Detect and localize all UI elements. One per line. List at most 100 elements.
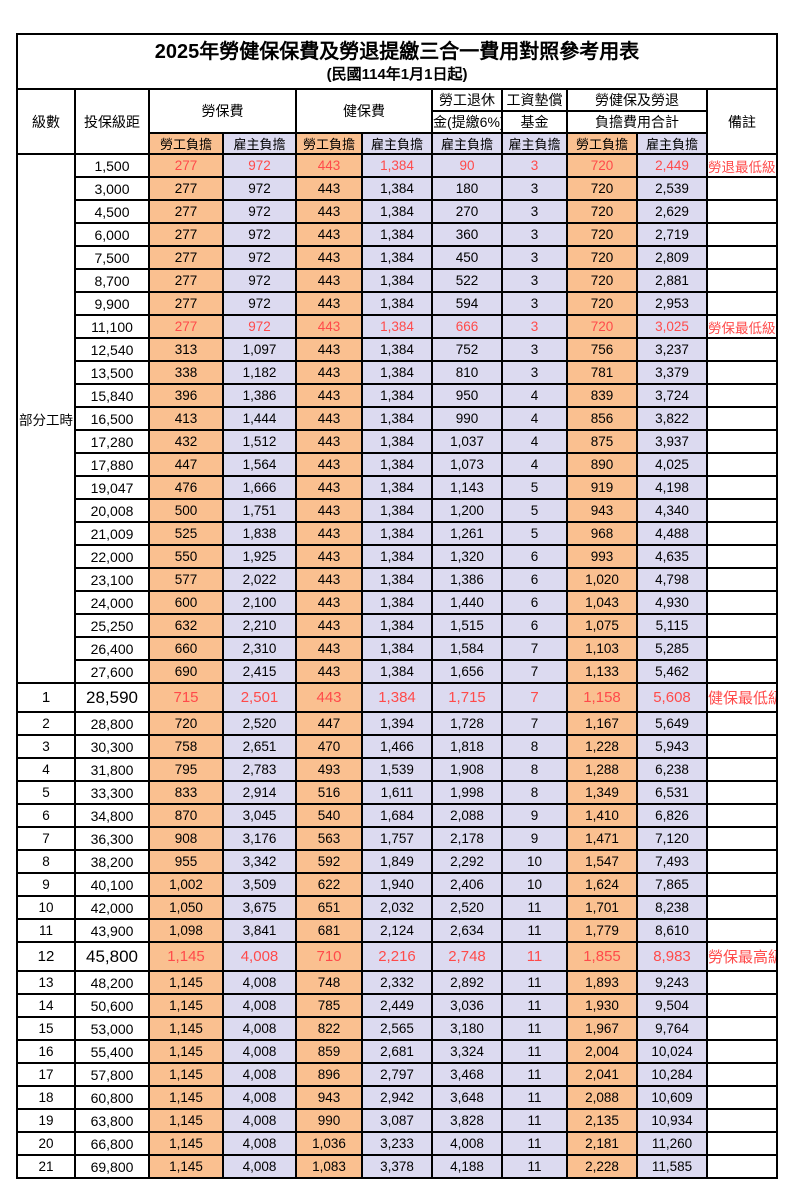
health-ins-employer-cell: 1,849 [361, 849, 433, 874]
table-row: 15,840 396 1,386 443 1,384 950 4 839 3,724 [17, 383, 779, 408]
bracket-cell: 7,500 [74, 245, 150, 270]
labor-ins-employer-cell: 4,008 [222, 1085, 297, 1110]
labor-ins-employee-cell: 277 [148, 268, 224, 293]
health-ins-employer-cell: 2,124 [361, 918, 433, 943]
remark-cell [705, 176, 779, 201]
health-ins-employee-cell: 990 [295, 1108, 363, 1133]
wage-fund-employer-cell: 3 [501, 153, 568, 178]
health-ins-employer-cell: 1,466 [361, 734, 433, 759]
header-wage-fund-line2: 基金 [501, 110, 568, 134]
labor-ins-employer-cell: 972 [222, 268, 297, 293]
table-row: 20,008 500 1,751 443 1,384 1,200 5 943 4,340 [17, 498, 779, 523]
level-cell: 14 [16, 993, 76, 1018]
bracket-cell: 43,900 [74, 918, 150, 943]
labor-ins-employee-cell: 277 [148, 176, 224, 201]
wage-fund-employer-cell: 3 [501, 291, 568, 316]
table-row: 19,047 476 1,666 443 1,384 1,143 5 919 4,198 [17, 475, 779, 500]
table-row: 21,009 525 1,838 443 1,384 1,261 5 968 4,488 [17, 521, 779, 546]
total-employee-cell: 1,930 [566, 993, 638, 1018]
table-row: 15 53,000 1,145 4,008 822 2,565 3,180 11 1,967 9,… [16, 1016, 779, 1041]
total-employee-cell: 720 [566, 314, 638, 339]
total-employer-cell: 10,024 [636, 1039, 708, 1064]
total-employer-cell: 8,610 [636, 918, 708, 943]
bracket-cell: 16,500 [74, 406, 150, 431]
pension-employer-cell: 2,088 [431, 803, 503, 828]
bracket-cell: 63,800 [74, 1108, 150, 1133]
premium-table: 2025年勞健保保費及勞退提繳三合一費用對照參考用表 (民國114年1月1日起)… [15, 33, 779, 1179]
labor-ins-employee-cell: 476 [148, 475, 224, 500]
labor-ins-employer-cell: 972 [222, 291, 297, 316]
wage-fund-employer-cell: 9 [501, 826, 568, 851]
remark-cell [705, 849, 779, 874]
remark-cell [705, 360, 779, 385]
total-employer-cell: 3,379 [636, 360, 708, 385]
health-ins-employee-cell: 443 [295, 268, 363, 293]
bracket-cell: 48,200 [74, 970, 150, 995]
labor-ins-employer-cell: 1,182 [222, 360, 297, 385]
pension-employer-cell: 3,036 [431, 993, 503, 1018]
bracket-cell: 40,100 [74, 872, 150, 897]
wage-fund-employer-cell: 10 [501, 872, 568, 897]
health-ins-employee-cell: 443 [295, 521, 363, 546]
pension-employer-cell: 1,998 [431, 780, 503, 805]
wage-fund-employer-cell: 5 [501, 475, 568, 500]
labor-ins-employer-cell: 972 [222, 153, 297, 178]
health-ins-employee-cell: 443 [295, 337, 363, 362]
labor-ins-employer-cell: 4,008 [222, 970, 297, 995]
bracket-cell: 1,500 [74, 153, 150, 178]
health-ins-employee-cell: 443 [295, 360, 363, 385]
bracket-cell: 36,300 [74, 826, 150, 851]
labor-ins-employer-cell: 4,008 [222, 1062, 297, 1087]
health-ins-employer-cell: 1,394 [361, 711, 433, 736]
total-employer-cell: 3,025 [636, 314, 708, 339]
pension-employer-cell: 1,515 [431, 613, 503, 638]
health-ins-employer-cell: 1,684 [361, 803, 433, 828]
health-ins-employee-cell: 443 [295, 383, 363, 408]
wage-fund-employer-cell: 3 [501, 222, 568, 247]
total-employee-cell: 1,228 [566, 734, 638, 759]
wage-fund-employer-cell: 7 [501, 711, 568, 736]
bracket-cell: 25,250 [74, 613, 150, 638]
bracket-cell: 20,008 [74, 498, 150, 523]
labor-ins-employer-cell: 1,751 [222, 498, 297, 523]
labor-ins-employee-cell: 1,050 [148, 895, 224, 920]
total-employee-cell: 756 [566, 337, 638, 362]
total-employer-cell: 2,629 [636, 199, 708, 224]
remark-cell [705, 970, 779, 995]
table-row: 4 31,800 795 2,783 493 1,539 1,908 8 1,288 6,238 [16, 757, 779, 782]
pension-employer-cell: 1,818 [431, 734, 503, 759]
health-ins-employee-cell: 443 [295, 429, 363, 454]
health-ins-employee-cell: 443 [295, 590, 363, 615]
labor-ins-employee-cell: 870 [148, 803, 224, 828]
labor-ins-employee-cell: 1,145 [148, 1085, 224, 1110]
health-ins-employee-cell: 785 [295, 993, 363, 1018]
health-ins-employee-cell: 443 [295, 291, 363, 316]
table-row: 17,280 432 1,512 443 1,384 1,037 4 875 3,937 [17, 429, 779, 454]
wage-fund-employer-cell: 11 [501, 1154, 568, 1179]
labor-ins-employer-cell: 972 [222, 222, 297, 247]
header-pension-line2: 金(提繳6%) [431, 110, 503, 134]
health-ins-employer-cell: 2,032 [361, 895, 433, 920]
pension-employer-cell: 1,320 [431, 544, 503, 569]
remark-cell [705, 757, 779, 782]
total-employee-cell: 1,043 [566, 590, 638, 615]
total-employer-cell: 11,260 [636, 1131, 708, 1156]
table-row: 9 40,100 1,002 3,509 622 1,940 2,406 10 1,624 7,8… [16, 872, 779, 897]
header-labor-employee: 勞工負擔 [148, 132, 224, 155]
level-cell: 1 [16, 682, 76, 713]
wage-fund-employer-cell: 8 [501, 780, 568, 805]
labor-ins-employer-cell: 1,666 [222, 475, 297, 500]
reference-sheet: 2025年勞健保保費及勞退提繳三合一費用對照參考用表 (民國114年1月1日起)… [15, 33, 779, 1179]
labor-ins-employer-cell: 972 [222, 199, 297, 224]
remark-cell [705, 711, 779, 736]
labor-ins-employee-cell: 277 [148, 314, 224, 339]
header-labor-insurance: 勞保費 [148, 88, 297, 134]
labor-ins-employer-cell: 3,841 [222, 918, 297, 943]
health-ins-employer-cell: 1,384 [361, 360, 433, 385]
total-employee-cell: 1,288 [566, 757, 638, 782]
health-ins-employer-cell: 1,384 [361, 659, 433, 684]
total-employer-cell: 4,025 [636, 452, 708, 477]
table-row: 2 28,800 720 2,520 447 1,394 1,728 7 1,167 5,649 [16, 711, 779, 736]
total-employer-cell: 9,764 [636, 1016, 708, 1041]
total-employer-cell: 7,120 [636, 826, 708, 851]
